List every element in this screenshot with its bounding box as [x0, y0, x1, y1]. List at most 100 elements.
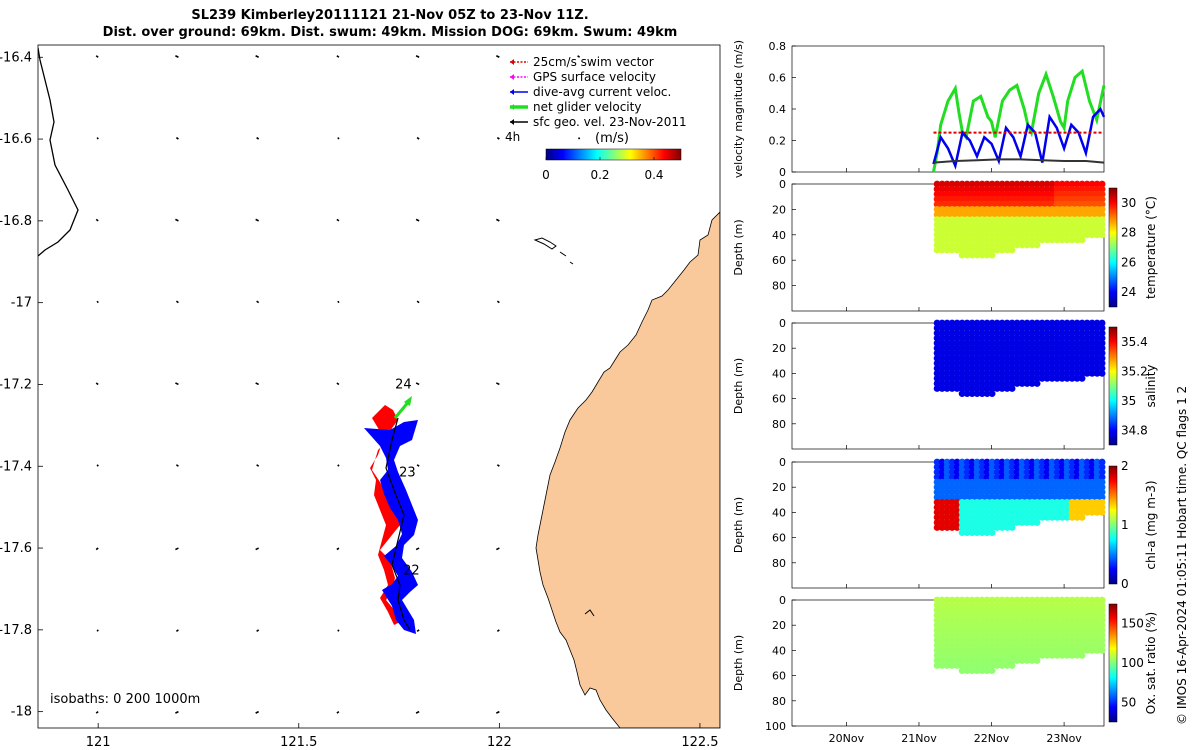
scatter-point [988, 231, 996, 239]
scatter-point [938, 657, 946, 664]
scatter-point [1008, 380, 1016, 387]
scatter-point [983, 519, 991, 526]
scatter-point [938, 349, 946, 357]
scatter-point [938, 636, 946, 644]
scatter-point [943, 216, 951, 224]
scatter-point [1063, 514, 1071, 521]
current-vector-arrow [495, 218, 500, 222]
scatter-point [1098, 621, 1106, 629]
scatter-point [953, 601, 961, 609]
scatter-point [1013, 652, 1021, 659]
scatter-point [1023, 375, 1031, 382]
scatter-point [1033, 344, 1041, 352]
colorbar-tick-label: 28 [1121, 226, 1136, 240]
scatter-point [983, 324, 991, 332]
scatter-point [973, 359, 981, 367]
scatter-point [948, 329, 956, 337]
scatter-point [993, 596, 1001, 604]
scatter-point [993, 631, 1001, 639]
scatter-point [1038, 504, 1046, 511]
scatter-point [933, 626, 941, 634]
scatter-point [1048, 349, 1056, 357]
scatter-point [1023, 370, 1031, 377]
scatter-point [1053, 185, 1061, 193]
scatter-point [963, 329, 971, 337]
scatter-point [1058, 180, 1066, 188]
scatter-point [978, 524, 986, 531]
scatter-point [998, 319, 1006, 327]
scatter-point [948, 488, 956, 496]
scatter-point [1078, 596, 1086, 604]
scatter-point [1058, 647, 1066, 654]
scatter-point [1068, 236, 1076, 244]
scatter-point [963, 601, 971, 609]
scatter-point [1033, 365, 1041, 372]
scatter-point [1018, 319, 1026, 327]
scatter-point [1043, 236, 1051, 244]
scatter-point [993, 216, 1001, 224]
scatter-point [1093, 626, 1101, 634]
scatter-point [1003, 642, 1011, 649]
legend-swatch-arrowhead [510, 89, 514, 95]
scatter-point [1038, 231, 1046, 239]
scatter-point [1043, 483, 1051, 491]
scatter-point [1018, 190, 1026, 198]
scatter-point [1028, 206, 1036, 213]
scatter-point [1028, 463, 1036, 471]
scatter-point [943, 631, 951, 639]
scatter-point [973, 211, 981, 218]
scatter-point [988, 611, 996, 619]
scatter-point [1093, 596, 1101, 604]
scatter-point [958, 468, 966, 476]
scatter-point [1003, 319, 1011, 327]
scatter-point [993, 329, 1001, 337]
scatter-point [933, 329, 941, 337]
scatter-point [988, 385, 996, 392]
scatter-point [973, 498, 981, 506]
scatter-point [1038, 621, 1046, 629]
scatter-point [953, 498, 961, 506]
current-vector-arrow [416, 300, 420, 304]
scatter-point [978, 519, 986, 526]
scatter-point [1033, 349, 1041, 357]
scatter-point [1003, 498, 1011, 506]
scatter-point [1008, 514, 1016, 521]
scatter-point [1018, 339, 1026, 347]
scatter-point [968, 514, 976, 521]
scatter-point [1013, 631, 1021, 639]
scatter-point [1043, 324, 1051, 332]
scatter-point [958, 231, 966, 239]
scatter-point [1028, 458, 1036, 466]
scatter-point [998, 483, 1006, 491]
scatter-point [1063, 458, 1071, 466]
scatter-point [1058, 493, 1066, 501]
scatter-point [1033, 473, 1041, 481]
scatter-point [953, 329, 961, 337]
scatter-point [958, 385, 966, 392]
scatter-point [1033, 329, 1041, 337]
scatter-point [1023, 206, 1031, 213]
scatter-point [1018, 359, 1026, 367]
scatter-point [1068, 185, 1076, 193]
scatter-point [1038, 185, 1046, 193]
series-line-sfc-geo-vel- [933, 158, 1105, 164]
scatter-point [978, 334, 986, 342]
coastline-land [535, 211, 720, 728]
map-y-tick-label: -17.8 [0, 623, 32, 638]
scatter-point [1058, 344, 1066, 352]
scatter-point [1003, 596, 1011, 604]
scatter-point [1098, 190, 1106, 198]
scatter-point [1003, 504, 1011, 511]
scatter-point [1033, 478, 1041, 486]
scatter-point [1093, 339, 1101, 347]
scatter-point [1038, 478, 1046, 486]
scatter-point [978, 180, 986, 188]
scatter-point [1058, 206, 1066, 213]
scatter-point [1033, 519, 1041, 526]
scatter-point [1083, 349, 1091, 357]
scatter-point [943, 180, 951, 188]
scatter-point [1003, 375, 1011, 382]
scatter-point [1098, 504, 1106, 511]
scatter-point [933, 385, 941, 392]
scatter-point [963, 611, 971, 619]
